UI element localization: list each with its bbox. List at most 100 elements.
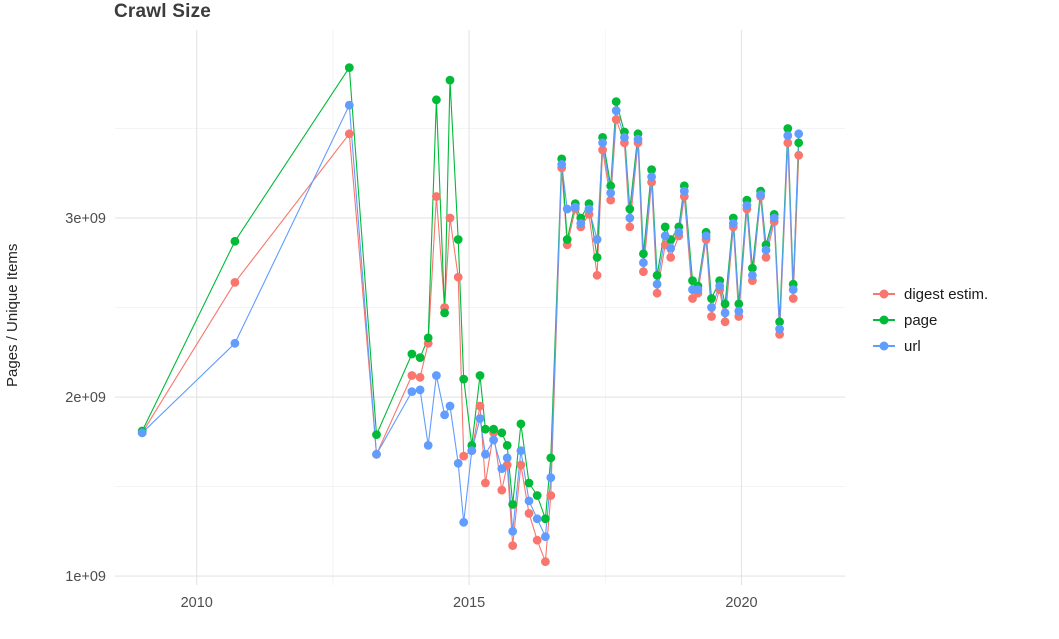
series-line-digest-estim- [141, 118, 800, 563]
series-point-digest-estim- [794, 150, 804, 160]
series-point-url [344, 100, 354, 110]
series-point-url [611, 106, 621, 115]
series-point-page [562, 235, 572, 244]
chart-title: Crawl Size [114, 1, 212, 22]
series-point-digest-estim- [459, 451, 469, 461]
series-point-digest-estim- [445, 213, 455, 223]
series-point-url [720, 308, 730, 318]
series-point-digest-estim- [720, 317, 730, 327]
series-point-page [440, 308, 449, 318]
series-point-page [734, 299, 744, 309]
legend-key [873, 313, 895, 327]
series-point-page [502, 441, 512, 450]
series-point-digest-estim- [481, 478, 490, 488]
series-point-page [432, 95, 441, 105]
series-point-page [707, 294, 716, 303]
series-point-digest-estim- [230, 278, 240, 287]
series-point-digest-estim- [516, 460, 526, 470]
series-point-digest-estim- [606, 195, 616, 205]
series-point-digest-estim- [598, 145, 607, 155]
series-point-page [459, 374, 469, 384]
series-point-url [775, 324, 784, 334]
series-point-page [230, 236, 240, 246]
series-point-page [688, 276, 697, 285]
series-point-page [344, 63, 354, 72]
legend-label-url: url [904, 337, 921, 355]
series-point-url [748, 270, 757, 280]
series-point-url [570, 202, 580, 212]
series-point-url [541, 532, 550, 542]
series-point-url [652, 279, 662, 289]
series-point-page [423, 333, 433, 343]
series-point-page [606, 181, 616, 191]
series-point-url [742, 201, 752, 210]
series-point-url [715, 281, 725, 291]
series-point-digest-estim- [524, 509, 534, 518]
series-point-page [647, 165, 656, 175]
series-point-url [674, 227, 684, 237]
series-point-url [489, 435, 498, 445]
series-point-url [459, 517, 469, 527]
series-point-page [748, 263, 757, 273]
series-point-url [620, 133, 629, 142]
series-point-digest-estim- [475, 401, 485, 411]
legend-item-digest-estim: digest estim. [873, 286, 988, 303]
series-point-digest-estim- [611, 115, 621, 124]
series-point-digest-estim- [592, 270, 602, 280]
legend-item-page: page [873, 311, 988, 329]
series-point-url [423, 441, 433, 450]
series-point-url [467, 446, 477, 456]
series-point-url [546, 473, 556, 482]
series-point-page [453, 235, 463, 244]
series-point-url [524, 496, 534, 506]
legend-item-url: url [873, 337, 988, 355]
series-point-page [794, 138, 804, 148]
series-point-page [532, 491, 542, 500]
series-point-digest-estim- [344, 129, 354, 139]
series-point-digest-estim- [453, 272, 463, 282]
series-point-page [475, 371, 485, 380]
digest-point-icon [879, 289, 889, 299]
series-point-url [576, 219, 586, 228]
series-point-url [701, 231, 711, 241]
series-point-url [625, 213, 635, 223]
series-point-page [720, 299, 730, 309]
series-point-digest-estim- [407, 371, 417, 380]
legend-label-page: page [904, 311, 938, 329]
series-point-url [415, 385, 425, 395]
series-point-url [734, 306, 744, 316]
series-point-url [728, 219, 738, 228]
series-point-digest-estim- [652, 288, 662, 298]
series-point-url [783, 131, 793, 141]
series-point-url [502, 453, 512, 463]
x-tick-label: 2020 [725, 595, 757, 611]
x-tick-label: 2015 [453, 595, 485, 611]
series-point-url [769, 213, 779, 223]
legend-key [873, 287, 895, 301]
series-point-url [761, 245, 771, 255]
series-point-page [372, 430, 381, 439]
series-point-page [481, 424, 490, 434]
series-point-digest-estim- [532, 535, 542, 545]
series-point-url [440, 410, 449, 420]
series-point-url [707, 303, 716, 312]
series-point-digest-estim- [688, 294, 697, 303]
series-point-digest-estim- [432, 192, 441, 201]
series-point-url [481, 449, 490, 459]
series-line-url [141, 104, 800, 538]
series-point-url [475, 414, 485, 423]
series-point-digest-estim- [497, 485, 507, 495]
series-point-digest-estim- [788, 294, 798, 303]
series-point-page [497, 428, 507, 438]
series-point-url [693, 285, 703, 294]
series-point-page [516, 419, 526, 429]
series-point-url [592, 235, 602, 244]
series-point-digest-estim- [783, 138, 793, 148]
series-point-page [611, 97, 621, 106]
series-point-url [532, 514, 542, 524]
series-point-url [666, 244, 676, 253]
series-point-url [639, 258, 648, 268]
legend: digest estim. page url [873, 286, 988, 355]
series-point-page [592, 253, 602, 262]
